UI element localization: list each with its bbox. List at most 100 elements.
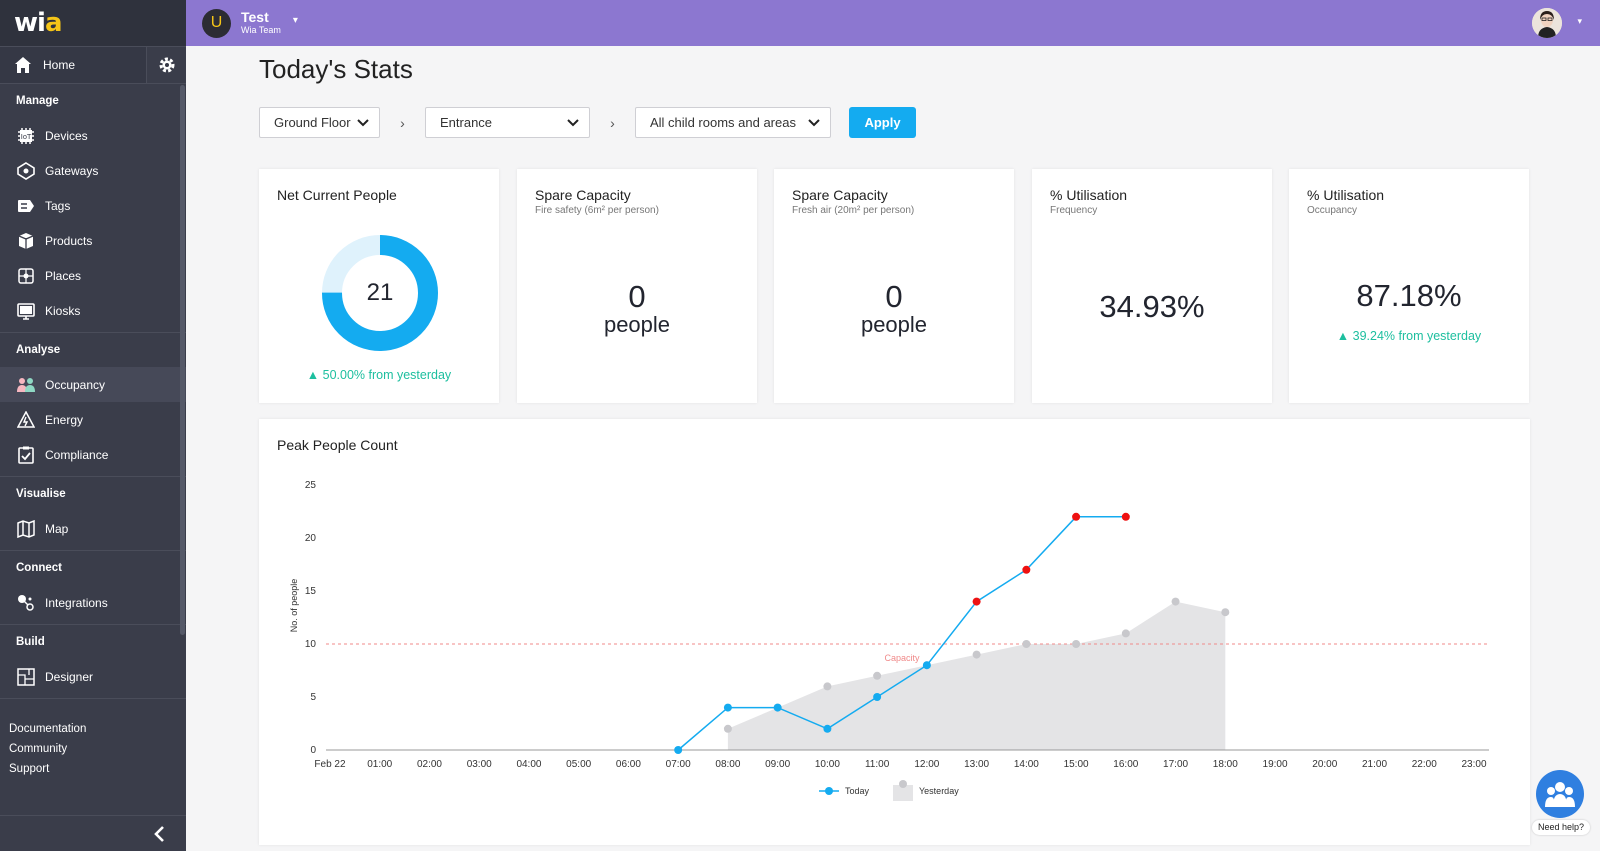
section-title-connect: Connect: [16, 562, 62, 574]
spare-fire-value: 0: [628, 279, 646, 314]
sidebar-item-label: Kiosks: [45, 303, 81, 318]
team-subtitle: Wia Team: [241, 25, 281, 35]
svg-text:IoT: IoT: [21, 133, 32, 141]
section-title-analyse: Analyse: [16, 344, 61, 356]
yesterday-point: [1221, 608, 1230, 617]
x-tick-label: 08:00: [715, 759, 740, 770]
chevron-left-icon: [154, 825, 164, 842]
energy-icon: [16, 410, 36, 430]
compliance-icon: [16, 445, 36, 465]
sidebar-item-designer[interactable]: Designer: [0, 659, 186, 694]
floor-select-value: Ground Floor: [274, 115, 351, 130]
sidebar-item-devices[interactable]: IoT Devices: [0, 118, 186, 153]
chevron-down-icon: [808, 118, 820, 126]
sidebar-item-label: Designer: [45, 669, 94, 684]
x-tick-label: 13:00: [964, 759, 989, 770]
today-point: [1121, 512, 1130, 521]
legend-yesterday-label: Yesterday: [919, 786, 959, 796]
yesterday-point: [873, 671, 882, 680]
spare-capacity-fire-card: Spare Capacity Fire safety (6m² per pers…: [517, 169, 757, 403]
sidebar-item-products[interactable]: Products: [0, 223, 186, 258]
sidebar-item-map[interactable]: Map: [0, 511, 186, 546]
y-tick-label: 0: [310, 745, 316, 756]
area-select[interactable]: Entrance: [425, 107, 590, 138]
sidebar-section-manage: Manage IoT Devices Gateways Tags Product…: [0, 84, 186, 333]
x-tick-label: 21:00: [1362, 759, 1387, 770]
x-tick-label: 12:00: [914, 759, 939, 770]
sidebar-item-kiosks[interactable]: Kiosks: [0, 293, 186, 328]
wia-logo[interactable]: wia: [14, 8, 62, 38]
page-title: Today's Stats: [259, 54, 413, 84]
yesterday-point: [1171, 597, 1180, 606]
sidebar-item-home[interactable]: Home: [0, 47, 146, 83]
support-link[interactable]: Support: [9, 763, 50, 775]
home-row: Home: [0, 47, 186, 84]
products-icon: [16, 231, 36, 251]
card-title: Spare Capacity: [792, 187, 888, 203]
user-menu-chevron-icon[interactable]: ▾: [1577, 16, 1582, 26]
gear-icon: [159, 57, 174, 73]
x-tick-label: 04:00: [516, 759, 541, 770]
top-bar: U Test Wia Team ▾ ▾: [186, 0, 1600, 46]
chevron-down-icon[interactable]: ▾: [292, 14, 298, 26]
today-point: [972, 597, 981, 606]
peak-people-chart: 0 5 10 15 20 25 No. of people Feb 22 01:00 02:00 0…: [289, 480, 1489, 801]
section-title-manage: Manage: [16, 95, 59, 107]
y-tick-label: 5: [310, 692, 316, 703]
sidebar-scrollbar[interactable]: [180, 85, 185, 635]
scope-select[interactable]: All child rooms and areas: [635, 107, 831, 138]
utilisation-frequency-card: % Utilisation Frequency 34.93%: [1032, 169, 1272, 403]
x-tick-label: Feb 22: [314, 759, 346, 770]
team-avatar[interactable]: U: [202, 8, 231, 38]
user-avatar[interactable]: [1532, 8, 1562, 38]
home-icon: [14, 55, 34, 75]
spare-air-unit: people: [860, 312, 928, 337]
card-subtitle: Fresh air (20m² per person): [792, 205, 915, 216]
x-tick-label: 15:00: [1064, 759, 1089, 770]
x-tick-label: 05:00: [566, 759, 591, 770]
help-widget[interactable]: Need help?: [1532, 770, 1590, 840]
community-link[interactable]: Community: [9, 743, 68, 755]
today-point: [723, 703, 732, 712]
utilisation-occupancy-value: 87.18%: [1356, 278, 1462, 313]
sidebar-item-occupancy[interactable]: Occupancy: [0, 367, 186, 402]
area-select-value: Entrance: [440, 115, 493, 130]
apply-button[interactable]: Apply: [849, 107, 916, 138]
team-switcher[interactable]: Test Wia Team: [241, 10, 281, 36]
floor-select[interactable]: Ground Floor: [259, 107, 380, 138]
sidebar-section-analyse: Analyse Occupancy Energy Compliance: [0, 333, 186, 477]
integrations-icon: [16, 593, 36, 613]
x-tick-label: 22:00: [1412, 759, 1437, 770]
x-tick-label: 07:00: [666, 759, 691, 770]
legend-today-point: [825, 787, 833, 795]
today-point: [823, 724, 832, 733]
today-point: [1022, 565, 1031, 574]
sidebar-item-tags[interactable]: Tags: [0, 188, 186, 223]
spare-capacity-air-card: Spare Capacity Fresh air (20m² per perso…: [774, 169, 1014, 403]
sidebar-item-label: Home: [43, 58, 76, 72]
y-tick-label: 10: [305, 639, 317, 650]
sidebar-section-build: Build Designer: [0, 625, 186, 699]
sidebar-item-compliance[interactable]: Compliance: [0, 437, 186, 472]
sidebar-section-connect: Connect Integrations: [0, 551, 186, 625]
documentation-link[interactable]: Documentation: [9, 723, 87, 735]
today-point: [773, 703, 782, 712]
today-point: [674, 746, 683, 754]
sidebar-item-gateways[interactable]: Gateways: [0, 153, 186, 188]
legend-yesterday-swatch: [893, 785, 913, 801]
kiosk-icon: [16, 301, 36, 321]
help-button[interactable]: [1536, 770, 1584, 818]
occupancy-delta: ▲ 39.24% from yesterday: [1336, 329, 1482, 343]
chevron-down-icon: [567, 118, 579, 126]
x-tick-label: 16:00: [1113, 759, 1138, 770]
sidebar-item-places[interactable]: Places: [0, 258, 186, 293]
card-subtitle: Occupancy: [1307, 205, 1358, 216]
sidebar-item-energy[interactable]: Energy: [0, 402, 186, 437]
tag-icon: [16, 196, 36, 216]
sidebar-item-label: Integrations: [45, 595, 108, 610]
card-title: % Utilisation: [1307, 187, 1385, 203]
sidebar-item-integrations[interactable]: Integrations: [0, 585, 186, 620]
yesterday-point: [723, 724, 732, 733]
collapse-sidebar-button[interactable]: [0, 815, 186, 851]
settings-button[interactable]: [146, 47, 186, 83]
